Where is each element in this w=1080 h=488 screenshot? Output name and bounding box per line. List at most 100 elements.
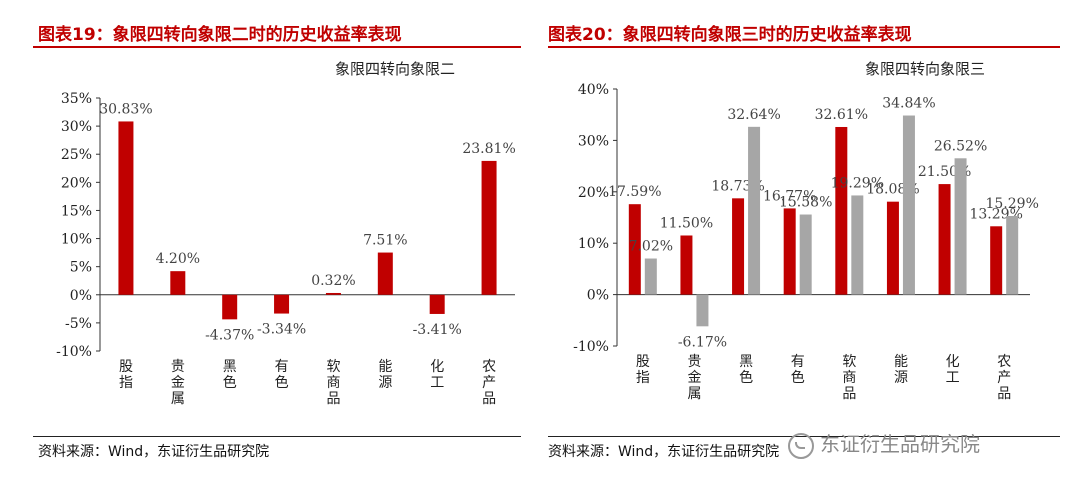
y-tick-label: 0% — [70, 288, 92, 304]
figure-title: 图表20：象限四转向象限三时的历史收益率表现 — [548, 25, 912, 45]
data-label: 7.02% — [629, 239, 673, 255]
x-tick-label: 化工 — [946, 354, 960, 386]
x-tick-char: 色 — [739, 369, 753, 386]
y-tick-label: 5% — [70, 260, 92, 276]
x-tick-char: 软 — [842, 354, 856, 370]
bar-primary — [835, 126, 848, 295]
data-label: 26.52% — [934, 138, 987, 154]
x-tick-char: 化 — [430, 359, 444, 375]
x-tick-char: 黑 — [739, 354, 753, 370]
x-tick-char: 能 — [894, 354, 908, 370]
x-tick-label: 化工 — [430, 359, 444, 391]
data-label: -3.41% — [413, 322, 462, 338]
data-label: 32.64% — [727, 107, 780, 123]
x-tick-char: 贵 — [171, 359, 185, 375]
y-tick-label: 40% — [578, 82, 609, 98]
bar-primary — [481, 160, 497, 295]
watermark-text: 东证衍生品研究院 — [820, 432, 980, 456]
x-tick-char: 产 — [482, 375, 496, 391]
bar-secondary — [644, 258, 657, 295]
y-tick-label: 35% — [61, 91, 92, 107]
x-tick-char: 化 — [946, 354, 960, 370]
x-tick-char: 品 — [997, 386, 1011, 402]
x-tick-label: 贵金属 — [171, 359, 185, 407]
data-label: 7.51% — [363, 233, 407, 249]
y-tick-label: 10% — [578, 236, 609, 252]
x-tick-char: 指 — [119, 375, 133, 391]
x-tick-char: 品 — [842, 386, 856, 402]
x-tick-char: 属 — [171, 391, 185, 407]
x-tick-char: 品 — [482, 391, 496, 407]
bar-chart-quadrant3: 象限四转向象限三 40% 30% 20% 10% 0% -10% 17.59% 7.02% 股指 1… — [573, 60, 1039, 402]
bar-primary — [274, 294, 290, 314]
x-tick-char: 品 — [326, 391, 340, 407]
x-tick-char: 股 — [119, 359, 133, 375]
x-tick-char: 软 — [326, 359, 340, 375]
x-tick-char: 商 — [842, 370, 856, 386]
data-label: -6.17% — [678, 334, 727, 350]
data-label: 4.20% — [156, 251, 200, 267]
wechat-icon — [788, 432, 814, 459]
y-tick-label: 10% — [61, 232, 92, 248]
data-label: 30.83% — [99, 101, 152, 117]
bar-secondary — [1006, 216, 1019, 295]
x-tick-char: 有 — [275, 359, 289, 375]
x-tick-char: 贵 — [687, 354, 701, 370]
x-tick-char: 能 — [378, 359, 392, 375]
x-tick-label: 软商品 — [842, 354, 856, 402]
y-tick-label: -10% — [56, 344, 92, 360]
data-label: 19.29% — [831, 175, 884, 191]
bar-primary — [628, 204, 641, 295]
bar-primary — [170, 271, 186, 295]
x-tick-char: 色 — [275, 374, 289, 391]
x-tick-char: 工 — [430, 375, 444, 391]
x-tick-label: 农产品 — [482, 359, 496, 407]
bar-secondary — [696, 294, 709, 327]
y-tick-label: -10% — [573, 339, 609, 355]
data-label: 17.59% — [608, 184, 661, 200]
bar-secondary — [799, 214, 812, 295]
x-tick-char: 指 — [636, 370, 650, 386]
x-tick-label: 有色 — [791, 354, 805, 386]
chart-panel-left: 图表19：象限四转向象限二时的历史收益率表现 象限四转向象限二 35% 30% 25%… — [33, 25, 521, 460]
data-label: 34.84% — [882, 96, 935, 112]
x-tick-char: 属 — [687, 386, 701, 402]
x-tick-char: 有 — [791, 354, 805, 370]
y-tick-label: 20% — [61, 175, 92, 191]
bar-primary — [680, 235, 693, 295]
x-tick-char: 源 — [894, 370, 908, 386]
source-note: 资料来源：Wind，东证衍生品研究院 — [548, 444, 780, 460]
bar-primary — [783, 208, 796, 295]
x-tick-char: 农 — [482, 359, 496, 375]
data-label: 16.77% — [763, 188, 816, 204]
x-tick-char: 金 — [171, 375, 185, 391]
legend-label: 象限四转向象限二 — [335, 60, 455, 78]
x-tick-label: 能源 — [894, 354, 908, 386]
x-tick-char: 农 — [997, 354, 1011, 370]
x-tick-label: 黑色 — [223, 359, 237, 391]
bar-primary — [222, 294, 238, 320]
y-tick-label: -5% — [65, 316, 92, 332]
data-label: 15.58% — [779, 195, 832, 211]
bar-secondary — [851, 195, 864, 295]
bar-secondary — [954, 158, 967, 295]
bar-primary — [938, 184, 951, 295]
bar-primary — [377, 252, 393, 295]
y-tick-label: 25% — [61, 147, 92, 163]
title-rule — [548, 46, 1060, 48]
data-label: 0.32% — [311, 273, 355, 289]
x-tick-char: 商 — [326, 375, 340, 391]
bar-primary — [732, 198, 745, 295]
bar-chart-quadrant2: 象限四转向象限二 35% 30% 25% 20% 15% 10% 5% 0% -5% -10% 30.… — [56, 60, 516, 407]
source-rule — [33, 436, 521, 437]
title-rule — [33, 46, 521, 48]
x-tick-label: 股指 — [636, 354, 650, 386]
x-tick-label: 农产品 — [997, 354, 1011, 402]
bar-primary — [429, 294, 445, 314]
x-tick-label: 黑色 — [739, 354, 753, 386]
legend-label: 象限四转向象限三 — [865, 60, 985, 78]
bar-primary — [886, 201, 899, 295]
x-tick-char: 色 — [791, 369, 805, 386]
x-tick-char: 股 — [636, 354, 650, 370]
y-tick-label: 0% — [587, 288, 609, 304]
